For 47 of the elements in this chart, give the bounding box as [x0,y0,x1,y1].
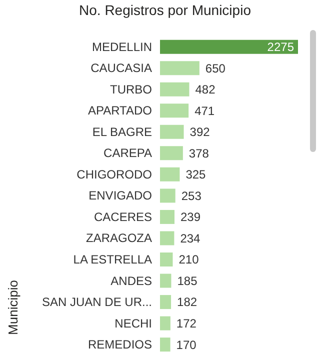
bar [160,188,176,203]
y-tick-label: REMEDIOS [88,338,152,352]
data-label: 2275 [267,40,294,54]
bar [160,252,173,266]
y-tick-label: CHIGORODO [76,167,152,182]
data-label: 234 [180,231,201,246]
bar [160,40,298,54]
y-tick-label: NECHI [114,316,152,330]
bar [160,61,200,76]
data-label: 182 [177,295,198,310]
y-tick-label: ENVIGADO [88,188,152,203]
data-label: 210 [178,252,200,267]
y-tick-label: ZARAGOZA [86,231,152,246]
bar [160,316,170,330]
y-tick-label: ANDES [110,274,152,288]
y-tick-label: MEDELLIN [92,40,152,54]
bar [160,210,174,224]
data-label: 253 [181,188,202,203]
y-tick-label: CAUCASIA [90,61,152,76]
chart-title: No. Registros por Municipio [78,2,252,18]
data-label: 650 [205,61,226,76]
bar [160,146,183,160]
bar [160,82,190,96]
data-label: 170 [176,338,197,352]
bar [160,295,172,310]
y-tick-label: CACERES [94,210,152,224]
data-label: 471 [194,104,215,118]
data-label: 482 [195,82,216,97]
y-tick-label: SAN JUAN DE UR... [42,295,152,310]
bar [160,231,174,246]
bar [160,274,172,288]
bar [160,167,180,182]
data-label: 185 [177,274,198,288]
y-tick-label: APARTADO [88,104,152,118]
y-tick-label: EL BAGRE [92,124,152,139]
y-tick-label: TURBO [110,82,152,96]
bar [160,338,170,352]
bar [160,104,189,118]
data-label: 378 [188,146,210,160]
y-tick-label: CAREPA [104,146,152,160]
y-axis-title: Municipio [6,279,20,337]
y-tick-label: LA ESTRELLA [73,252,152,266]
data-label: 239 [180,210,201,224]
data-label: 325 [186,168,206,182]
bar [160,124,184,139]
data-label: 392 [190,125,210,140]
data-label: 172 [176,316,197,330]
